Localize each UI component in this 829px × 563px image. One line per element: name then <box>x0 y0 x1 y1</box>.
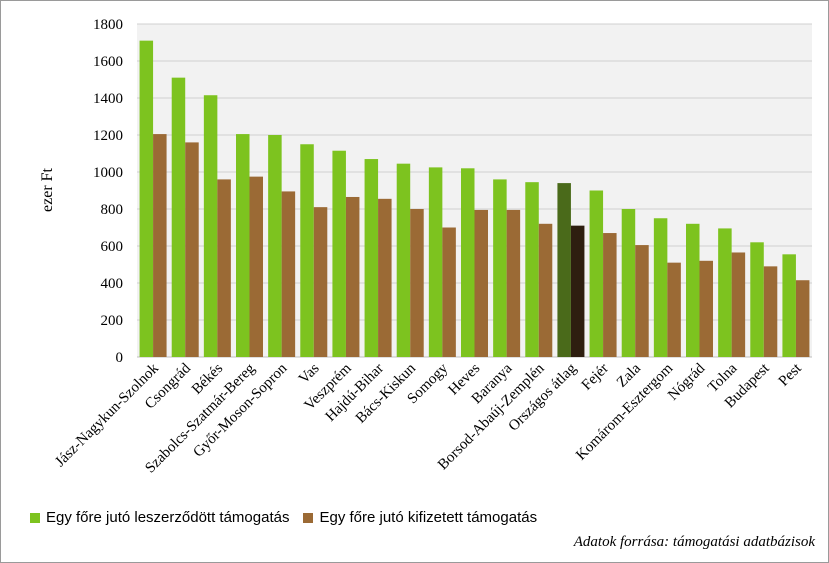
bar-paid <box>699 260 713 357</box>
legend-label-contracted: Egy főre jutó leszerződött támogatás <box>46 509 290 526</box>
bar-paid <box>538 223 553 357</box>
x-tick-label: Pest <box>776 360 806 390</box>
bar-contracted <box>461 168 475 357</box>
bar-paid <box>217 179 231 357</box>
y-tick-label: 1000 <box>93 165 123 181</box>
bar-contracted <box>268 135 282 357</box>
bar-contracted <box>621 209 636 357</box>
bar-paid <box>731 252 746 357</box>
bar-contracted <box>171 77 186 358</box>
x-axis-labels: Jász-Nagykun-SzolnokCsongrádBékésSzabolc… <box>52 360 805 477</box>
legend-item-paid: Egy főre jutó kifizetett támogatás <box>303 509 537 526</box>
bar-contracted <box>332 150 346 357</box>
bar-paid <box>442 227 456 357</box>
y-tick-label: 200 <box>101 313 124 329</box>
legend-swatch-contracted <box>30 512 40 523</box>
bar-contracted <box>300 144 314 357</box>
bar-contracted <box>718 228 732 357</box>
bar-paid <box>635 245 649 357</box>
bar-contracted <box>236 134 250 357</box>
bar-paid <box>667 262 681 357</box>
bar-contracted <box>653 218 668 357</box>
y-axis-ticks: 0 200 400 600 800 1000 1200 1400 1600 1800 <box>93 17 123 366</box>
bar-paid <box>410 209 424 357</box>
bar-paid <box>378 198 392 357</box>
source-note: Adatok forrása: támogatási adatbázisok <box>573 534 815 550</box>
bar-paid <box>249 176 263 358</box>
y-tick-label: 400 <box>101 276 124 292</box>
y-tick-label: 800 <box>101 202 124 218</box>
x-tick-label: Jász-Nagykun-Szolnok <box>52 360 162 470</box>
legend-item-contracted: Egy főre jutó leszerződött támogatás <box>30 509 289 526</box>
x-tick-label: Nógrád <box>665 360 708 403</box>
bar-contracted <box>750 242 764 357</box>
y-tick-label: 1200 <box>93 128 123 144</box>
legend-swatch-paid <box>303 512 314 523</box>
x-tick-label: Fejér <box>579 361 612 394</box>
bar-paid <box>281 191 296 357</box>
bar-contracted <box>396 163 411 357</box>
y-tick-label: 1400 <box>93 91 123 107</box>
bar-contracted <box>364 159 379 357</box>
bar-paid <box>313 207 328 357</box>
bar-contracted <box>525 182 539 357</box>
legend: Egy főre jutó leszerződött támogatás Egy… <box>30 509 551 526</box>
y-tick-label: 1600 <box>93 54 123 70</box>
bar-paid <box>474 209 488 357</box>
bar-contracted <box>686 223 700 357</box>
bar-paid <box>345 196 360 357</box>
x-tick-label: Vas <box>296 360 323 387</box>
bars <box>139 40 810 358</box>
y-tick-label: 0 <box>116 350 124 366</box>
legend-label-paid: Egy főre jutó kifizetett támogatás <box>319 509 538 526</box>
bar-paid <box>763 266 778 357</box>
bar-paid <box>153 134 167 357</box>
bar-paid <box>795 280 810 357</box>
bar-contracted <box>782 254 796 357</box>
bar-paid <box>506 209 521 357</box>
bar-contracted <box>589 190 604 357</box>
bar-paid <box>603 233 617 357</box>
bar-paid <box>570 225 585 357</box>
bar-contracted <box>139 40 154 358</box>
bar-contracted <box>493 179 507 357</box>
y-axis-label: ezer Ft <box>39 167 56 212</box>
y-tick-label: 600 <box>101 239 124 255</box>
bar-paid <box>185 142 199 357</box>
bar-contracted <box>203 95 218 357</box>
bar-contracted <box>428 167 443 358</box>
y-tick-label: 1800 <box>93 17 123 33</box>
bar-contracted <box>557 183 571 357</box>
